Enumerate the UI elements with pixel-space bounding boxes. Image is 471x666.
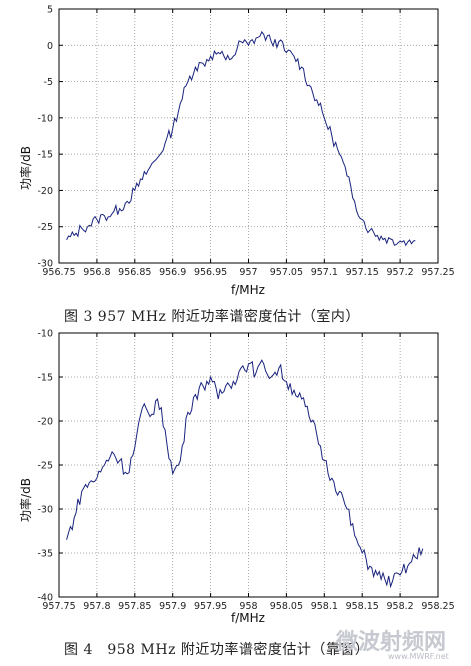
chart-2-x-ticks: 957.75 957.8 957.85 957.9 957.95 958 958.05 958… (42, 333, 455, 612)
chart-2-y-axis-label: 功率/dB (18, 478, 33, 522)
y-tick-label: -40 (37, 593, 53, 604)
x-tick-label: 958.05 (270, 601, 303, 612)
chart-1-x-axis-label: f/MHz (231, 283, 265, 297)
watermark-text: 微波射频网 (336, 630, 447, 655)
x-tick-label: 956.8 (83, 267, 110, 278)
figure-3-caption: 图 3 957 MHz 附近功率谱密度估计（室内） (64, 309, 360, 325)
x-tick-label: 957.15 (346, 267, 379, 278)
x-tick-label: 958.25 (421, 601, 454, 612)
y-tick-label: 5 (47, 5, 53, 16)
y-tick-label: -25 (37, 222, 53, 233)
x-tick-label: 957.05 (270, 267, 303, 278)
y-tick-label: -10 (37, 113, 53, 124)
chart-2: 957.75 957.8 957.85 957.9 957.95 958 958.05 958… (18, 329, 455, 626)
y-tick-label: -25 (37, 461, 53, 472)
x-tick-label: 957.2 (386, 267, 413, 278)
watermark-url: www.MWRF.net (388, 652, 449, 661)
x-tick-label: 956.85 (118, 267, 151, 278)
x-tick-label: 957 (239, 267, 257, 278)
x-tick-label: 956.95 (194, 267, 227, 278)
x-tick-label: 957.8 (83, 601, 110, 612)
chart-1: 956.75 956.8 956.85 956.9 956.95 957 957.05 957… (18, 5, 455, 298)
chart-2-series-line (66, 359, 424, 589)
y-tick-label: -15 (37, 150, 53, 161)
y-tick-label: 0 (47, 41, 53, 52)
y-tick-label: -10 (37, 329, 53, 340)
chart-1-y-axis-label: 功率/dB (18, 146, 33, 190)
y-tick-label: -15 (37, 373, 53, 384)
chart-2-x-axis-label: f/MHz (231, 611, 265, 625)
x-tick-label: 958.2 (386, 601, 413, 612)
chart-1-grid (59, 9, 438, 263)
x-tick-label: 956.75 (42, 267, 75, 278)
y-tick-label: -30 (37, 505, 53, 516)
chart-1-x-ticks: 956.75 956.8 956.85 956.9 956.95 957 957.05 957… (42, 9, 455, 278)
chart-1-series-line (66, 30, 416, 247)
x-tick-label: 958 (239, 601, 257, 612)
chart-1-y-ticks: 5 0 -5 -10 -15 -20 -25 -30 (37, 5, 438, 270)
y-tick-label: -35 (37, 549, 53, 560)
x-tick-label: 958.1 (311, 601, 338, 612)
x-tick-label: 958.15 (346, 601, 379, 612)
x-tick-label: 957.9 (159, 601, 186, 612)
y-tick-label: -20 (37, 417, 53, 428)
y-tick-label: -5 (44, 77, 53, 88)
y-tick-label: -30 (37, 259, 53, 270)
figure-4-caption: 图 4 958 MHz 附近功率谱密度估计（靠窗） (64, 642, 370, 658)
chart-2-y-ticks: -10 -15 -20 -25 -30 -35 -40 (37, 329, 438, 604)
x-tick-label: 957.95 (194, 601, 227, 612)
y-tick-label: -20 (37, 186, 53, 197)
x-tick-label: 957.85 (118, 601, 151, 612)
x-tick-label: 957.1 (311, 267, 338, 278)
x-tick-label: 957.25 (421, 267, 454, 278)
x-tick-label: 957.75 (42, 601, 75, 612)
x-tick-label: 956.9 (159, 267, 186, 278)
